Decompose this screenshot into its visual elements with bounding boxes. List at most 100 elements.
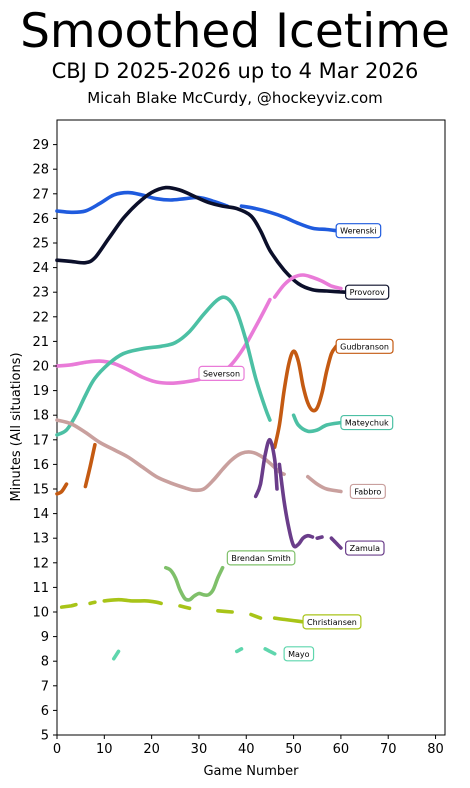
y-tick-label: 6: [41, 704, 49, 719]
series-line-christiansen: [272, 616, 305, 624]
series-label-provorov: Provorov: [345, 284, 390, 300]
chart-title: Smoothed Icetime: [20, 4, 450, 59]
series-label-text: Brendan Smith: [231, 554, 291, 563]
x-tick-label: 40: [238, 742, 255, 757]
series-line-christiansen: [249, 612, 263, 620]
x-tick-label: 30: [191, 742, 208, 757]
series-label-box: [335, 338, 394, 354]
series-line-gudbranson: [55, 482, 69, 496]
y-tick-label: 19: [32, 384, 49, 399]
series-label-text: Christiansen: [307, 618, 357, 627]
series-line-fabbro: [55, 418, 286, 493]
series-line-gudbranson: [272, 344, 338, 449]
series-label-layer: Werenski Provorov Gudbranson Severson Mateyc…: [198, 223, 394, 662]
series-label-christiansen: Christiansen: [302, 614, 362, 630]
y-tick-label: 13: [32, 532, 49, 547]
series-label-text: Mayo: [288, 650, 310, 659]
y-tick-label: 29: [32, 138, 49, 153]
series-label-brendan-smith: Brendan Smith: [226, 550, 296, 566]
y-tick-label: 17: [32, 433, 49, 448]
y-tick-label: 7: [41, 679, 49, 694]
series-line-christiansen: [59, 602, 78, 609]
chart-subtitle: CBJ D 2025-2026 up to 4 Mar 2026: [51, 59, 419, 83]
series-line-mayo: [235, 647, 244, 654]
series-label-text: Provorov: [350, 288, 385, 297]
x-axis-label: Game Number: [203, 764, 299, 779]
y-tick-label: 22: [32, 310, 49, 325]
series-label-box: [345, 284, 390, 300]
y-tick-label: 16: [32, 458, 49, 473]
series-line-christiansen: [216, 609, 234, 614]
series-line-mayo: [263, 647, 277, 656]
series-label-severson: Severson: [198, 365, 245, 381]
y-tick-label: 14: [32, 507, 49, 522]
series-label-text: Fabbro: [354, 487, 381, 496]
series-line-christiansen: [178, 604, 192, 611]
series-line-christiansen: [88, 600, 97, 606]
series-label-box: [226, 550, 296, 566]
x-tick-label: 20: [143, 742, 160, 757]
y-tick-label: 26: [32, 212, 49, 227]
y-tick-label: 15: [32, 483, 49, 498]
series-label-text: Werenski: [340, 227, 377, 236]
y-tick-label: 11: [32, 581, 49, 596]
series-line-fabbro: [306, 474, 343, 494]
series-label-text: Zamula: [350, 544, 380, 553]
x-tick-label: 70: [380, 742, 397, 757]
plot-frame: [56, 119, 446, 736]
series-line-zamula: [329, 536, 343, 550]
series-label-box: [198, 365, 245, 381]
y-tick-label: 12: [32, 556, 49, 571]
x-tick-label: 80: [427, 742, 444, 757]
series-label-text: Gudbranson: [340, 342, 389, 351]
series-line-zamula: [277, 462, 315, 549]
series-line-zamula: [315, 535, 324, 540]
y-axis: 5 6 7 8 9 10 11 12 13 14 15 16 17 18 19 20 21 22 23 24 25 26 2…: [32, 138, 57, 744]
series-label-text: Severson: [203, 369, 240, 378]
x-tick-label: 50: [285, 742, 302, 757]
y-tick-label: 20: [32, 360, 49, 375]
x-tick-label: 0: [53, 742, 61, 757]
series-line-christiansen: [102, 597, 163, 606]
y-tick-label: 10: [32, 606, 49, 621]
series-label-box: [340, 414, 394, 431]
series-line-werenski: [55, 190, 230, 215]
series-label-text: Mateychuk: [345, 419, 389, 428]
series-line-severson: [272, 273, 343, 299]
series-line-zamula: [253, 438, 279, 499]
series-label-box: [345, 540, 385, 556]
series-line-werenski: [239, 204, 338, 233]
series-label-box: [283, 646, 315, 662]
series-label-box: [302, 614, 362, 630]
x-axis: 0 10 20 30 40 50 60 70 80: [53, 735, 444, 757]
y-tick-label: 27: [32, 187, 49, 202]
series-label-box: [349, 483, 386, 500]
series-line-brendan-smith: [164, 565, 225, 602]
series-label-box: [335, 223, 382, 239]
series-line-mateychuk: [291, 413, 343, 434]
series-line-gudbranson: [83, 442, 97, 489]
series-line-mateychuk: [55, 295, 272, 437]
series-line-mayo: [112, 649, 121, 661]
series-line-severson: [55, 297, 272, 385]
series-label-werenski: Werenski: [335, 223, 382, 239]
series-label-mateychuk: Mateychuk: [340, 414, 394, 431]
y-tick-label: 9: [41, 630, 49, 645]
series-label-mayo: Mayo: [283, 646, 315, 662]
y-tick-label: 8: [41, 655, 49, 670]
y-tick-label: 24: [32, 261, 49, 276]
y-tick-label: 25: [32, 237, 49, 252]
chart-credit: Micah Blake McCurdy, @hockeyviz.com: [87, 89, 383, 107]
series-label-fabbro: Fabbro: [349, 483, 386, 500]
y-tick-label: 28: [32, 163, 49, 178]
series-layer: [55, 185, 348, 661]
series-label-zamula: Zamula: [345, 540, 385, 556]
y-tick-label: 21: [32, 335, 49, 350]
y-tick-label: 23: [32, 286, 49, 301]
x-tick-label: 10: [96, 742, 113, 757]
y-axis-label: Minutes (All situations): [9, 352, 24, 501]
x-tick-label: 60: [333, 742, 350, 757]
series-label-gudbranson: Gudbranson: [335, 338, 394, 354]
y-tick-label: 5: [41, 729, 49, 744]
